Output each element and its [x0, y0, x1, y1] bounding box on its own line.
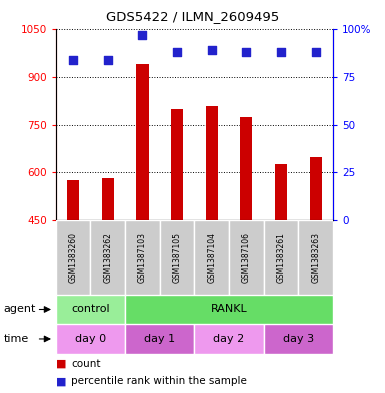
- Bar: [194, 324, 264, 354]
- Text: ■: ■: [56, 376, 66, 386]
- Point: [105, 57, 111, 63]
- Text: GSM1387104: GSM1387104: [207, 232, 216, 283]
- Text: ■: ■: [56, 358, 66, 369]
- Text: day 2: day 2: [213, 334, 245, 344]
- Bar: [160, 220, 194, 295]
- Text: GSM1383261: GSM1383261: [276, 232, 286, 283]
- Bar: [206, 107, 218, 220]
- Text: control: control: [71, 305, 110, 314]
- Text: GSM1383262: GSM1383262: [103, 232, 112, 283]
- Text: RANKL: RANKL: [211, 305, 248, 314]
- Bar: [102, 178, 114, 220]
- Bar: [194, 220, 229, 295]
- Point: [313, 49, 319, 55]
- Text: GSM1387103: GSM1387103: [138, 232, 147, 283]
- Point: [278, 49, 284, 55]
- Bar: [264, 324, 333, 354]
- Point: [174, 49, 180, 55]
- Text: time: time: [4, 334, 29, 344]
- Point: [209, 47, 215, 53]
- Text: GSM1383263: GSM1383263: [311, 232, 320, 283]
- Bar: [125, 295, 333, 324]
- Text: GSM1387106: GSM1387106: [242, 232, 251, 283]
- Bar: [298, 220, 333, 295]
- Bar: [275, 165, 287, 220]
- Bar: [56, 220, 90, 295]
- Bar: [67, 180, 79, 220]
- Text: GDS5422 / ILMN_2609495: GDS5422 / ILMN_2609495: [106, 10, 279, 23]
- Bar: [56, 295, 125, 324]
- Text: day 3: day 3: [283, 334, 314, 344]
- Point: [139, 32, 146, 39]
- Text: percentile rank within the sample: percentile rank within the sample: [71, 376, 247, 386]
- Point: [70, 57, 76, 63]
- Bar: [171, 109, 183, 220]
- Bar: [229, 220, 264, 295]
- Bar: [90, 220, 125, 295]
- Text: GSM1383260: GSM1383260: [69, 232, 78, 283]
- Bar: [125, 220, 160, 295]
- Text: agent: agent: [4, 305, 36, 314]
- Text: day 1: day 1: [144, 334, 175, 344]
- Text: count: count: [71, 358, 101, 369]
- Bar: [240, 117, 253, 220]
- Bar: [136, 64, 149, 220]
- Bar: [264, 220, 298, 295]
- Point: [243, 49, 249, 55]
- Text: GSM1387105: GSM1387105: [172, 232, 182, 283]
- Bar: [125, 324, 194, 354]
- Bar: [310, 156, 322, 220]
- Bar: [56, 324, 125, 354]
- Text: day 0: day 0: [75, 334, 106, 344]
